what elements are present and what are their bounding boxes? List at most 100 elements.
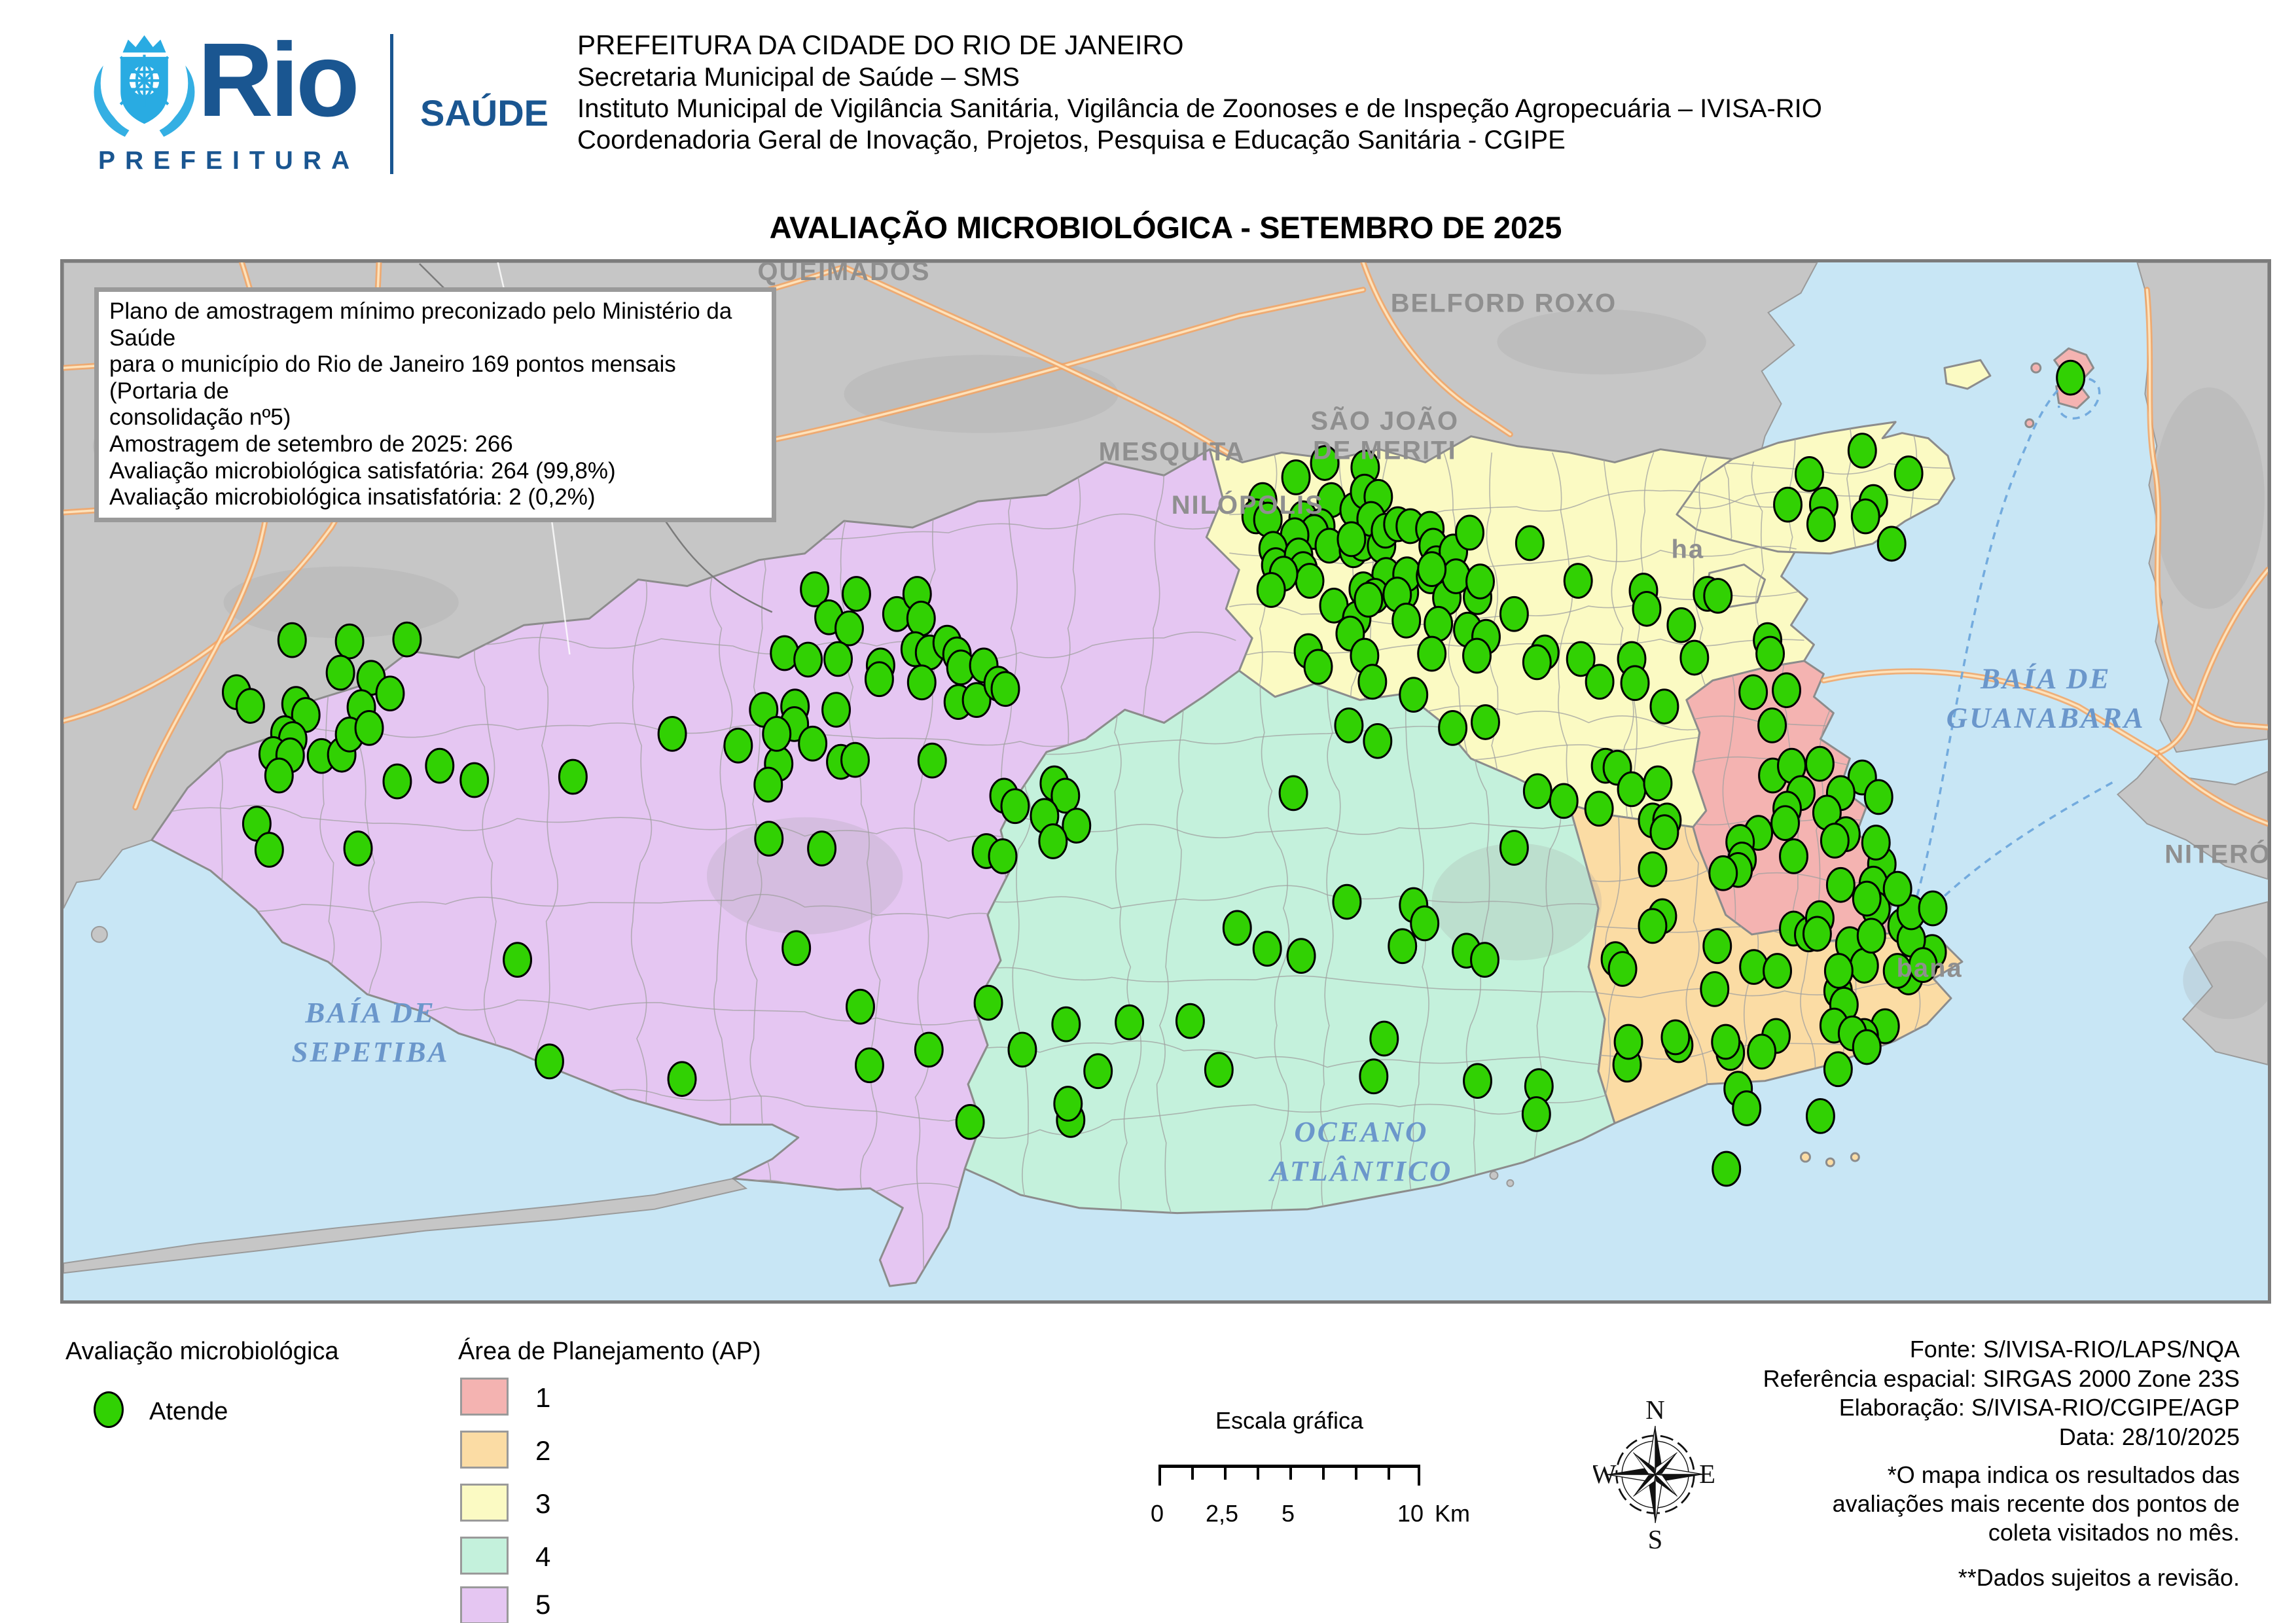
sample-point [1499,830,1529,866]
sample-point [1354,582,1384,618]
sample-point [988,838,1018,874]
sample-point [846,988,875,1025]
sample-point [1359,1058,1389,1095]
revision-note: **Dados sujeitos a revisão. [1958,1564,2240,1591]
sample-point [1773,486,1803,523]
sample-point [1310,445,1340,481]
sample-point [1856,918,1886,954]
sample-point [1463,1063,1492,1099]
prefeitura-logo-text: PREFEITURA [98,147,360,175]
legend-ap1-label: 1 [535,1382,551,1413]
info-line: Avaliação microbiológica insatisfatória:… [109,484,596,510]
sample-point [558,758,588,795]
sample-point [1763,953,1793,989]
sample-point [1711,1024,1741,1060]
info-line: para o município do Rio de Janeiro 169 p… [109,351,676,404]
sample-point [864,661,894,698]
rio-logo-text: Rio [198,21,360,138]
sample-point [254,832,284,868]
map-title: AVALIAÇÃO MICROBIOLÓGICA - SETEMBRO DE 2… [769,210,1562,245]
compass-south-label: S [1648,1525,1663,1554]
legend-ap5-swatch [460,1586,509,1623]
sample-point [1863,779,1893,815]
sample-point [914,1031,944,1068]
water-label: SEPETIBA [292,1035,450,1068]
water-label: BAÍA DE [1980,662,2111,695]
sample-point [1521,1096,1551,1132]
sample-point [277,622,307,658]
sample-point [1000,788,1030,825]
sample-point [1825,866,1856,903]
sample-point [1918,890,1948,927]
sample-point [1643,765,1673,802]
sample-point [1908,947,1938,983]
org-line: Coordenadoria Geral de Inovação, Projeto… [577,126,1566,155]
sample-point [1278,775,1308,812]
water-label: GUANABARA [1946,701,2145,734]
sample-point [1660,1019,1691,1056]
sample-point [1584,791,1614,827]
water-label: ATLÂNTICO [1268,1154,1452,1187]
sample-point [1770,805,1800,842]
sample-point [325,654,355,691]
sample-point [503,942,533,978]
sample-point [1806,506,1836,543]
sample-point [1702,928,1732,965]
sample-point [1772,672,1801,709]
legend-ap2-label: 2 [535,1435,551,1466]
sample-point [1369,1020,1399,1057]
sample-point [1399,677,1429,713]
sample-point [990,671,1020,707]
sample-point [1820,823,1850,859]
sample-point [1334,707,1364,743]
sample-point [1795,456,1824,492]
compass-east-label: E [1699,1459,1715,1489]
sample-point [1823,953,1854,989]
sample-point [800,571,830,607]
legend-ap2-swatch [460,1431,509,1469]
sample-point [1852,1029,1882,1065]
sample-point [1222,910,1252,946]
sample-point [917,742,947,779]
legend-ap3-swatch [460,1484,509,1522]
sample-point [1007,1031,1037,1068]
sample-point [1563,563,1593,599]
sample-point [1805,1098,1835,1134]
org-block: PREFEITURA DA CIDADE DO RIO DE JANEIRO S… [577,29,1822,156]
sample-point [840,741,870,778]
sample-point [1363,722,1393,759]
sample-point [1638,851,1668,887]
rio-niteroi-bridge [1820,668,2160,757]
municipality-label: BELFORD ROXO [1391,289,1617,318]
sample-point [1632,590,1662,627]
info-line: consolidação nº5) [109,404,291,431]
sample-point [1607,951,1638,987]
sample-point [354,710,384,746]
sample-point [1757,707,1787,743]
sample-point [1549,783,1579,819]
sample-point [1286,938,1316,974]
sample-point [1410,905,1440,942]
sample-point [807,830,837,866]
legend-ap1-swatch [460,1378,509,1416]
scale-bar-title: Escala gráfica [1215,1407,1364,1434]
sample-point [392,621,422,658]
sample-point [657,716,687,752]
credits-block: Fonte: S/IVISA-RIO/LAPS/NQA Referência e… [1676,1335,2240,1452]
sample-point [723,727,753,764]
sample-point [382,763,412,800]
sample-point [1391,602,1422,639]
sample-point [1679,639,1710,676]
municipality-label: NILÓPOLIS [1172,490,1324,520]
legend-atende-dot [94,1391,124,1428]
ferry-routes [1897,377,2115,943]
sample-point [793,641,823,678]
sample-point [1712,1150,1742,1187]
municipality-label: MESQUITA [1099,438,1246,467]
water-label: OCEANO [1294,1115,1428,1148]
sample-point [1050,777,1081,814]
municipality-label: NITERÓI [2164,838,2268,868]
sample-point [1522,773,1552,810]
islands [706,347,2095,1168]
